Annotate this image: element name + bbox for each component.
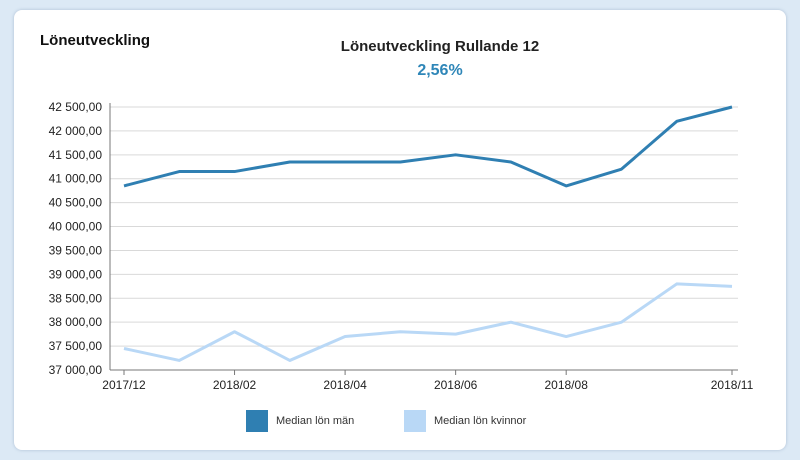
y-tick-label: 39 000,00 bbox=[49, 267, 103, 281]
legend-swatch-men bbox=[246, 410, 268, 432]
y-tick-label: 40 500,00 bbox=[49, 196, 103, 210]
x-tick-label: 2017/12 bbox=[102, 378, 146, 392]
legend-label-women: Median lön kvinnor bbox=[434, 415, 527, 427]
y-tick-label: 38 000,00 bbox=[49, 315, 103, 329]
chart-title: Löneutveckling Rullande 12 bbox=[340, 38, 540, 55]
y-tick-label: 40 000,00 bbox=[49, 220, 103, 234]
y-tick-label: 42 500,00 bbox=[49, 100, 103, 114]
y-tick-label: 37 500,00 bbox=[49, 339, 103, 353]
y-tick-label: 41 000,00 bbox=[49, 172, 103, 186]
y-tick-label: 38 500,00 bbox=[49, 291, 103, 305]
y-tick-label: 37 000,00 bbox=[49, 363, 103, 377]
x-tick-label: 2018/02 bbox=[213, 378, 257, 392]
chart-card bbox=[14, 10, 786, 450]
x-tick-label: 2018/11 bbox=[711, 378, 754, 392]
y-tick-label: 41 500,00 bbox=[49, 148, 103, 162]
legend-label-men: Median lön män bbox=[276, 415, 355, 427]
chart-subtitle: 2,56% bbox=[417, 62, 463, 79]
series-line-women bbox=[123, 282, 733, 362]
legend-item-women[interactable]: Median lön kvinnor bbox=[404, 410, 526, 432]
panel-title: Löneutveckling bbox=[40, 32, 151, 49]
x-tick-label: 2018/08 bbox=[544, 378, 588, 392]
series-line-men bbox=[123, 105, 733, 188]
x-tick-label: 2018/04 bbox=[323, 378, 367, 392]
y-tick-label: 39 500,00 bbox=[49, 243, 103, 257]
x-tick-label: 2018/06 bbox=[434, 378, 478, 392]
y-tick-label: 42 000,00 bbox=[49, 124, 103, 138]
legend-item-men[interactable]: Median lön män bbox=[246, 410, 354, 432]
legend-swatch-women bbox=[404, 410, 426, 432]
